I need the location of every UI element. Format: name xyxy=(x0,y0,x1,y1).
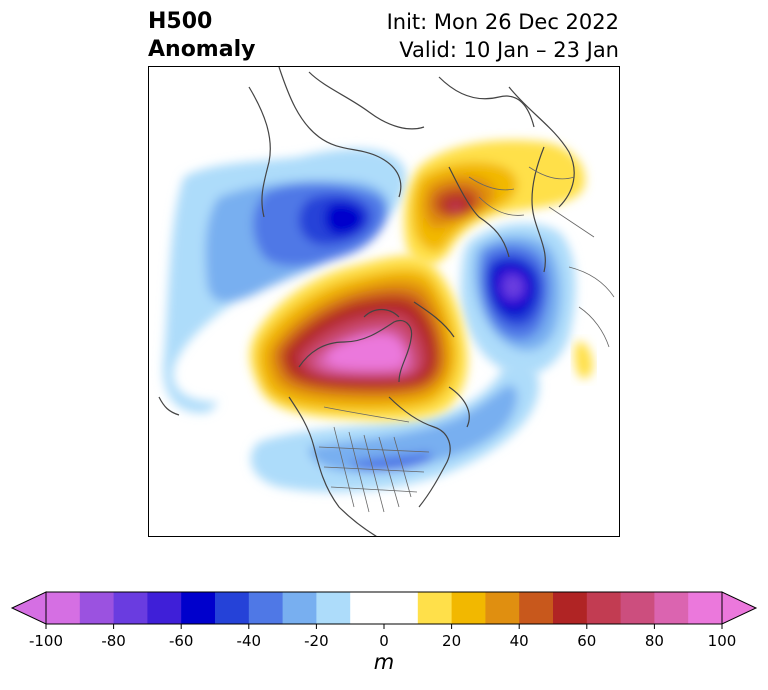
colorbar-segments xyxy=(10,591,758,625)
colorbar-segment xyxy=(215,592,250,624)
colorbar-extend-high xyxy=(721,591,758,625)
colorbar-segment xyxy=(248,592,284,624)
colorbar-extend-low xyxy=(10,591,47,625)
colorbar-segment xyxy=(553,592,588,624)
colorbar-segment xyxy=(147,592,182,624)
colorbar-tick-label: -20 xyxy=(304,632,329,650)
colorbar-segment xyxy=(586,592,622,624)
colorbar-tick-label: -100 xyxy=(29,632,63,650)
colorbar-tick-label: 60 xyxy=(577,632,596,650)
positive-anomaly-arctic xyxy=(249,255,468,421)
colorbar-segment xyxy=(417,592,453,624)
colorbar-segment xyxy=(79,592,115,624)
chart-title-right: Init: Mon 26 Dec 2022 Valid: 10 Jan – 23… xyxy=(387,8,619,64)
colorbar-segment xyxy=(451,592,486,624)
anomaly-map[interactable] xyxy=(148,66,620,537)
colorbar-ticks: -100 -80 -60 -40 -20 0 20 40 60 80 100 xyxy=(29,624,736,650)
colorbar-segment xyxy=(654,592,689,624)
negative-anomaly-pacific xyxy=(250,362,539,492)
colorbar-segment xyxy=(282,592,317,624)
colorbar-segment xyxy=(316,592,351,624)
colorbar-segment xyxy=(384,592,419,624)
political-borders xyxy=(318,166,615,513)
map-canvas xyxy=(158,67,615,536)
colorbar-tick-label: 100 xyxy=(708,632,737,650)
colorbar-svg: -100 -80 -60 -40 -20 0 20 40 60 80 100 m xyxy=(10,591,758,674)
positive-anomaly-siberia xyxy=(404,140,585,265)
title-product: Anomaly xyxy=(148,37,256,62)
colorbar-segment xyxy=(113,592,148,624)
colorbar-segment xyxy=(620,592,655,624)
colorbar-tick-label: -60 xyxy=(169,632,194,650)
colorbar-tick-label: 40 xyxy=(510,632,529,650)
negative-anomaly-north-east xyxy=(460,223,576,376)
colorbar-segment xyxy=(688,592,723,624)
negative-anomaly-north-west xyxy=(163,148,407,413)
colorbar-legend: -100 -80 -60 -40 -20 0 20 40 60 80 100 m xyxy=(0,585,768,686)
colorbar-segment xyxy=(485,592,520,624)
colorbar-tick-label: -80 xyxy=(101,632,126,650)
colorbar-segment xyxy=(181,592,216,624)
colorbar-tick-label: 80 xyxy=(645,632,664,650)
colorbar-segment xyxy=(350,592,385,624)
colorbar-tick-label: 20 xyxy=(442,632,461,650)
valid-range: Valid: 10 Jan – 23 Jan xyxy=(399,38,619,62)
title-variable: H500 xyxy=(148,9,213,34)
anomaly-shading xyxy=(163,140,593,492)
positive-anomaly-atlantic xyxy=(574,341,593,379)
colorbar-segment xyxy=(46,592,81,624)
colorbar-tick-label: -40 xyxy=(237,632,262,650)
chart-title-left: H500 Anomaly xyxy=(148,8,255,64)
coastlines xyxy=(158,67,575,536)
colorbar-tick-label: 0 xyxy=(379,632,389,650)
colorbar-segment xyxy=(519,592,554,624)
init-date: Init: Mon 26 Dec 2022 xyxy=(386,10,619,34)
colorbar-unit-label: m xyxy=(374,650,394,674)
